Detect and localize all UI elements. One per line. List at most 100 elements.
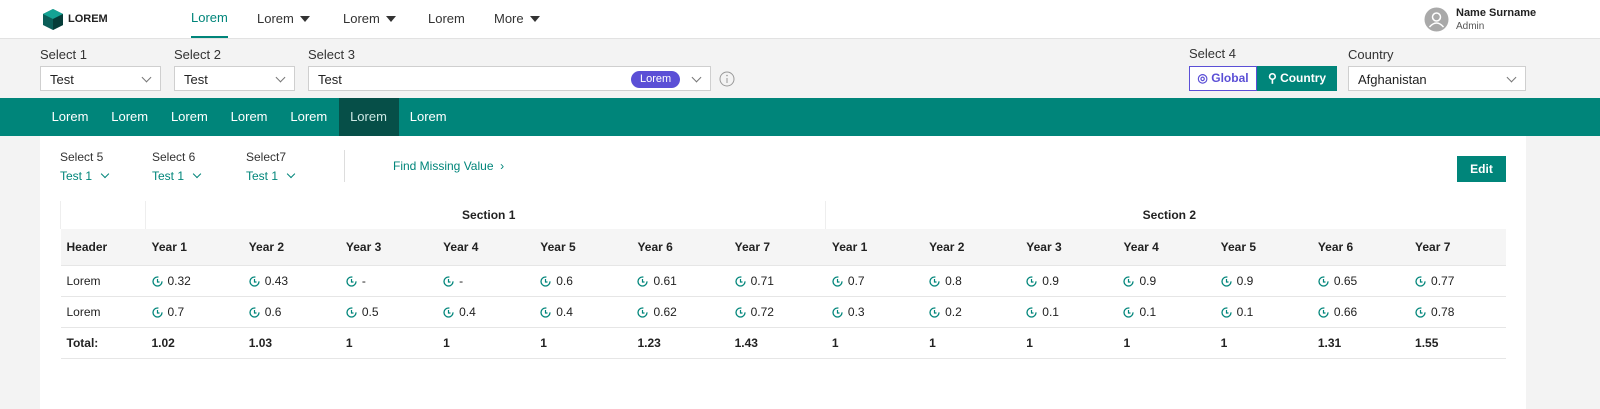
cell-text: 0.9 <box>1236 274 1254 288</box>
cell: 0.9 <box>1117 265 1215 297</box>
link[interactable]: Find Missing Value › <box>393 159 505 173</box>
cell: 1 <box>534 327 632 359</box>
toggle-label: Country <box>1280 71 1327 85</box>
select-label: Select 1 <box>40 47 87 62</box>
toggle-option[interactable]: ◎ Global <box>1189 66 1257 91</box>
nav-item[interactable]: Lorem <box>343 0 396 38</box>
avatar[interactable] <box>1424 7 1449 32</box>
select-value: Afghanistan <box>1358 72 1427 87</box>
dropdown[interactable]: Test 1 <box>60 169 110 183</box>
dropdown[interactable]: Test 1 <box>152 169 202 183</box>
cell-text: Lorem <box>66 274 101 288</box>
cell-text: 0.1 <box>1139 305 1157 319</box>
tab[interactable]: Lorem <box>170 109 208 124</box>
cell-text: 0.43 <box>264 274 289 288</box>
toggle-option[interactable]: ⚲ Country <box>1257 66 1337 91</box>
cell-text: 0.6 <box>556 274 573 288</box>
dropdown-value: Test 1 <box>246 169 279 183</box>
select-label: Select 6 <box>152 150 196 164</box>
tab[interactable]: Lorem <box>290 109 328 124</box>
nav-item[interactable]: Lorem <box>191 0 228 38</box>
select[interactable]: Test <box>174 66 295 91</box>
status-icon <box>734 307 746 318</box>
dropdown[interactable]: Test 1 <box>246 169 296 183</box>
status-icon <box>1221 307 1232 318</box>
cell: 0.5 <box>339 296 438 328</box>
nav-item[interactable]: More <box>494 0 540 38</box>
tab-bar: Lorem Lorem Lorem Lorem Lorem Lorem Lorem <box>0 98 1600 136</box>
cell-text: 0.72 <box>750 305 774 319</box>
section-row: Section 1 Section 2 <box>60 201 1507 229</box>
nav-item[interactable]: Lorem <box>257 0 310 38</box>
tab[interactable]: Lorem <box>338 98 399 136</box>
cell-text: 0.7 <box>167 305 185 319</box>
nav-item-label: Lorem <box>257 11 294 26</box>
cell-text: 0.7 <box>847 274 865 288</box>
chevron <box>192 169 202 179</box>
nav-item-label: Lorem <box>191 10 228 25</box>
cell-text: 0.5 <box>361 305 379 319</box>
link-text: Find Missing Value <box>393 159 494 173</box>
cell-text: 0.66 <box>1333 305 1358 319</box>
cell-text: 0.9 <box>1042 274 1059 288</box>
cell-text: 1.31 <box>1317 336 1342 350</box>
tab[interactable]: Lorem <box>111 109 149 124</box>
tab[interactable]: Lorem <box>409 109 447 124</box>
cell-text: 1.02 <box>151 336 175 350</box>
select[interactable]: Test <box>40 66 161 91</box>
cell-text: - <box>459 274 464 288</box>
status-icon <box>1318 307 1329 318</box>
cell: 1 <box>1020 327 1118 359</box>
badge: Lorem <box>631 71 681 88</box>
nav-item-label: More <box>494 11 524 26</box>
select-value: Test <box>318 72 342 87</box>
cell-text: 1 <box>1220 336 1228 350</box>
cell: 0.43 <box>242 265 340 297</box>
status-icon <box>832 276 843 287</box>
dropdown-value: Test 1 <box>152 169 185 183</box>
cell: 0.4 <box>437 296 535 328</box>
tab[interactable]: Lorem <box>230 109 268 124</box>
edit-button[interactable]: Edit <box>1457 156 1506 182</box>
section-title: Section 2 <box>825 201 1507 229</box>
cell-text: 1 <box>929 336 936 350</box>
cell: 1.03 <box>242 327 340 359</box>
info-icon[interactable] <box>719 71 735 87</box>
cell-text: 0.1 <box>1042 305 1059 319</box>
nav-item[interactable]: Lorem <box>428 0 465 38</box>
cell: 0.71 <box>728 265 826 297</box>
caret <box>385 16 396 22</box>
cell: 1.55 <box>1409 327 1507 359</box>
cell-text: Lorem <box>66 305 101 319</box>
status-icon <box>1221 276 1232 287</box>
cell-text: 1 <box>443 336 450 350</box>
select[interactable]: Test Lorem <box>308 66 711 91</box>
top-nav: LOREM Lorem Lorem Lorem Lorem More Name Surn… <box>0 0 1600 39</box>
cell-text: 0.6 <box>264 305 282 319</box>
nav-item-label: Lorem <box>343 11 380 26</box>
cell: 0.6 <box>242 296 340 328</box>
cell: 0.32 <box>145 265 243 297</box>
header-cell: Year 2 <box>242 229 340 266</box>
cell: 1 <box>1117 327 1215 359</box>
cell-text: 0.4 <box>459 305 476 319</box>
header-cell: Year 1 <box>825 229 924 266</box>
cell: 0.9 <box>1020 265 1118 297</box>
divider <box>344 150 345 182</box>
cell-text: 1 <box>831 336 839 350</box>
cell-text: 0.71 <box>750 274 774 288</box>
select[interactable]: Afghanistan <box>1348 66 1526 91</box>
data-row: Lorem 0.32 0.43 - - 0.6 0.61 0.71 0.7 0.8 0.9 0.9 0.… <box>60 265 1507 297</box>
cell: 0.72 <box>728 296 826 328</box>
data-row: Lorem 0.7 0.6 0.5 0.4 0.4 0.62 0.72 0.3 0.2 0.1 0.1… <box>60 296 1507 328</box>
cell-text: 0.8 <box>945 274 962 288</box>
cell: 0.1 <box>1214 296 1312 328</box>
status-icon <box>540 307 551 318</box>
header-cell: Year 6 <box>631 229 729 266</box>
select-label: Select 5 <box>60 150 104 164</box>
cell: Total: <box>60 327 146 359</box>
header-cell: Year 6 <box>1311 229 1410 266</box>
select-value: Test <box>50 72 74 87</box>
logo-text: LOREM <box>68 13 108 25</box>
tab[interactable]: Lorem <box>51 109 89 124</box>
